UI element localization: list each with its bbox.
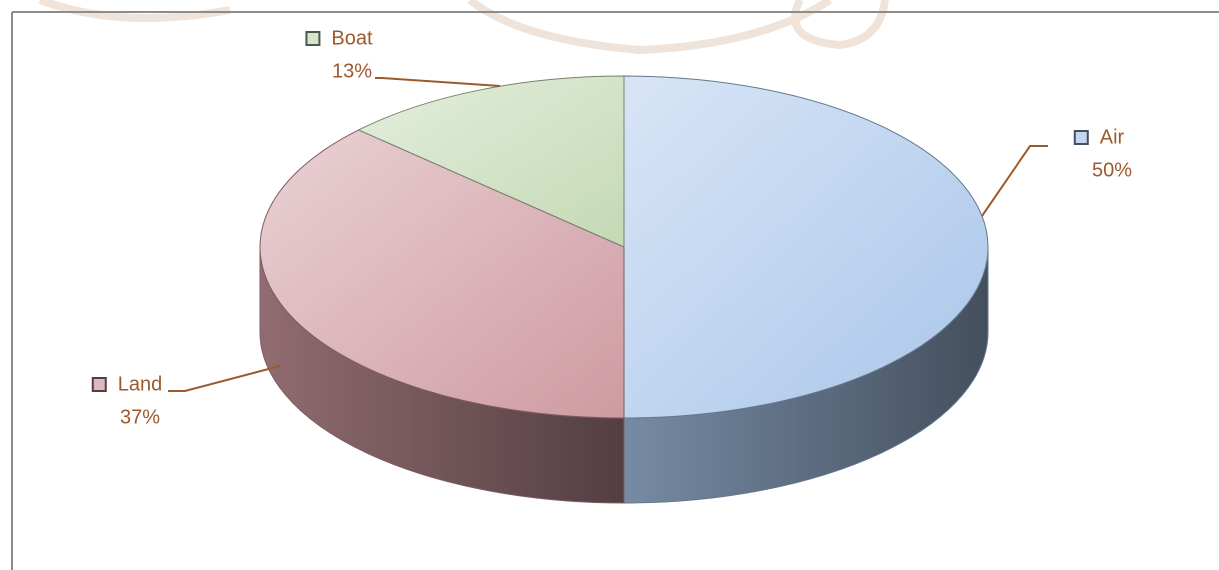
data-label-name: Land bbox=[118, 373, 163, 395]
data-label-name: Boat bbox=[331, 27, 373, 49]
leader-line bbox=[168, 365, 281, 392]
data-label: 13% bbox=[332, 60, 372, 82]
leader-line bbox=[981, 145, 1048, 217]
pie-slice bbox=[357, 75, 625, 248]
leader-line bbox=[375, 77, 501, 87]
pie-slice bbox=[623, 75, 989, 419]
data-label: 37% bbox=[120, 406, 160, 428]
data-label-name: Air bbox=[1100, 126, 1125, 148]
data-label: 50% bbox=[1092, 159, 1132, 181]
decoration bbox=[38, 0, 889, 55]
legend-marker bbox=[1073, 130, 1089, 145]
pie-slice bbox=[259, 129, 625, 419]
legend-marker bbox=[91, 377, 107, 392]
legend-marker bbox=[305, 31, 321, 46]
